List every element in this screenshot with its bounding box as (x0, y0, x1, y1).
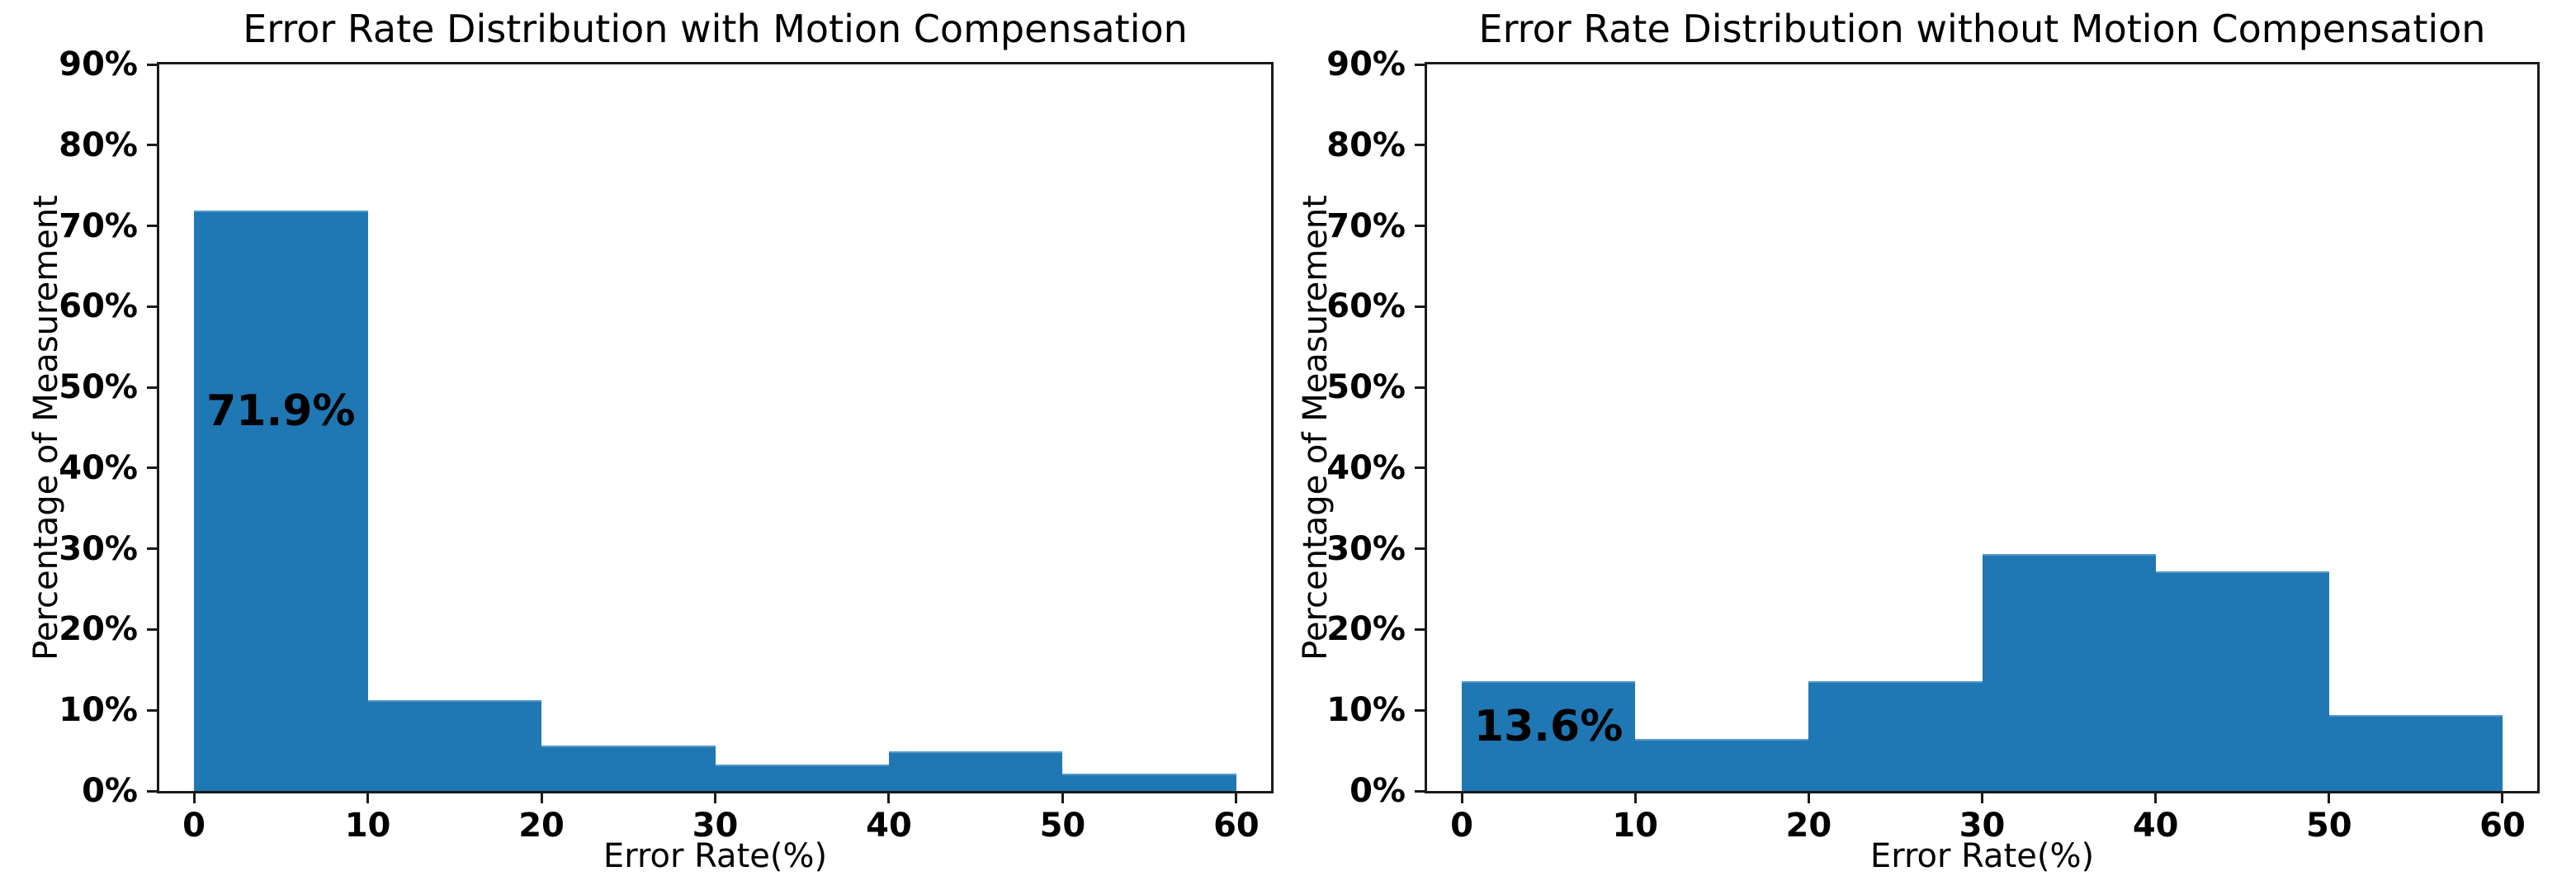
x-tick-label: 30 (692, 807, 739, 845)
bar-value-annotation: 71.9% (206, 386, 356, 437)
y-tick-label: 10% (59, 691, 138, 730)
histogram-bar (1462, 681, 1636, 791)
y-tick-label: 80% (59, 125, 138, 164)
x-axis-label: Error Rate(%) (1869, 837, 2095, 875)
histogram-bar (1062, 774, 1236, 791)
x-tick (2154, 793, 2158, 803)
y-tick (1415, 63, 1425, 66)
y-tick (1415, 708, 1425, 712)
y-tick-label: 40% (1326, 448, 1406, 487)
y-tick (147, 627, 157, 631)
y-tick-label: 30% (1326, 529, 1406, 568)
y-tick (147, 386, 157, 389)
x-tick (2501, 793, 2504, 803)
x-tick (2328, 793, 2331, 803)
histogram-bar (194, 210, 368, 791)
x-tick-label: 0 (1450, 807, 1473, 845)
histogram-bar (888, 751, 1063, 791)
x-tick-label: 10 (344, 807, 391, 845)
y-tick (1415, 466, 1425, 470)
y-tick (1415, 627, 1425, 631)
histogram-bar (541, 746, 716, 791)
x-tick (366, 793, 370, 803)
y-tick-label: 10% (1326, 691, 1406, 730)
plot-area: 13.6% 0% 10% 20% 30% 40% 50% 60% 70% 80% 90% 0 10 20… (1326, 48, 2540, 842)
y-tick (1415, 386, 1425, 389)
x-tick (1981, 793, 1983, 803)
y-tick-label: 70% (59, 206, 138, 245)
bar-value-annotation: 13.6% (1473, 701, 1624, 751)
chart-title: Error Rate Distribution with Motion Comp… (243, 7, 1188, 51)
x-tick (1460, 793, 1463, 803)
x-tick (540, 793, 543, 803)
x-tick-label: 60 (1213, 807, 1260, 845)
y-tick-label: 50% (1326, 368, 1406, 407)
y-tick-label: 60% (59, 287, 138, 326)
y-tick (147, 225, 157, 228)
x-tick (1235, 793, 1238, 803)
x-tick-label: 10 (1612, 807, 1659, 845)
y-tick-label: 30% (59, 529, 138, 568)
x-axis-label: Error Rate(%) (603, 837, 828, 875)
x-tick-label: 20 (1785, 807, 1832, 845)
y-tick (147, 789, 157, 793)
histogram-bar (2155, 571, 2329, 791)
y-tick (147, 547, 157, 551)
y-tick (147, 305, 157, 308)
x-tick-label: 0 (182, 807, 206, 845)
histogram-bar (1635, 739, 1809, 791)
histogram-bar (367, 699, 542, 791)
y-axis-label: Percentage of Measurement (1297, 195, 1335, 661)
y-tick (147, 63, 157, 66)
y-tick-label: 40% (59, 448, 138, 487)
x-tick (1633, 793, 1637, 803)
y-tick (1415, 305, 1425, 308)
x-tick-label: 20 (518, 807, 565, 845)
chart-title: Error Rate Distribution without Motion C… (1478, 7, 2486, 51)
y-tick-label: 20% (1326, 610, 1406, 649)
y-tick (1415, 144, 1425, 147)
y-tick-label: 80% (1326, 125, 1406, 164)
x-tick-label: 60 (2479, 807, 2526, 845)
histogram-bar (715, 764, 889, 791)
histogram-bar (1982, 553, 2156, 791)
plot-area: 71.9% 0% 10% 20% 30% 40% 50% 60% 70% 80% 90% 0 10 20… (59, 48, 1274, 842)
x-tick-label: 50 (2305, 807, 2352, 845)
x-tick (192, 793, 196, 803)
y-tick-label: 50% (59, 368, 138, 407)
x-tick-label: 30 (1959, 807, 2006, 845)
y-tick (147, 466, 157, 470)
x-tick-label: 40 (866, 807, 912, 845)
y-tick-label: 70% (1326, 206, 1406, 245)
y-tick (1415, 547, 1425, 551)
y-tick-label: 60% (1326, 287, 1406, 326)
y-tick (147, 708, 157, 712)
y-tick-label: 90% (1326, 45, 1406, 83)
y-tick (147, 144, 157, 147)
x-tick (887, 793, 891, 803)
y-tick (1415, 789, 1425, 793)
x-tick-label: 40 (2132, 807, 2179, 845)
y-tick-label: 90% (59, 45, 138, 83)
histogram-bar (2328, 715, 2503, 791)
y-tick-label: 0% (82, 772, 138, 810)
histogram-bar (1808, 681, 1983, 791)
y-tick-label: 20% (59, 610, 138, 649)
x-tick-label: 50 (1039, 807, 1086, 845)
y-tick (1415, 225, 1425, 228)
y-tick-label: 0% (1349, 772, 1406, 810)
x-tick (714, 793, 716, 803)
x-tick (1807, 793, 1810, 803)
x-tick (1061, 793, 1064, 803)
